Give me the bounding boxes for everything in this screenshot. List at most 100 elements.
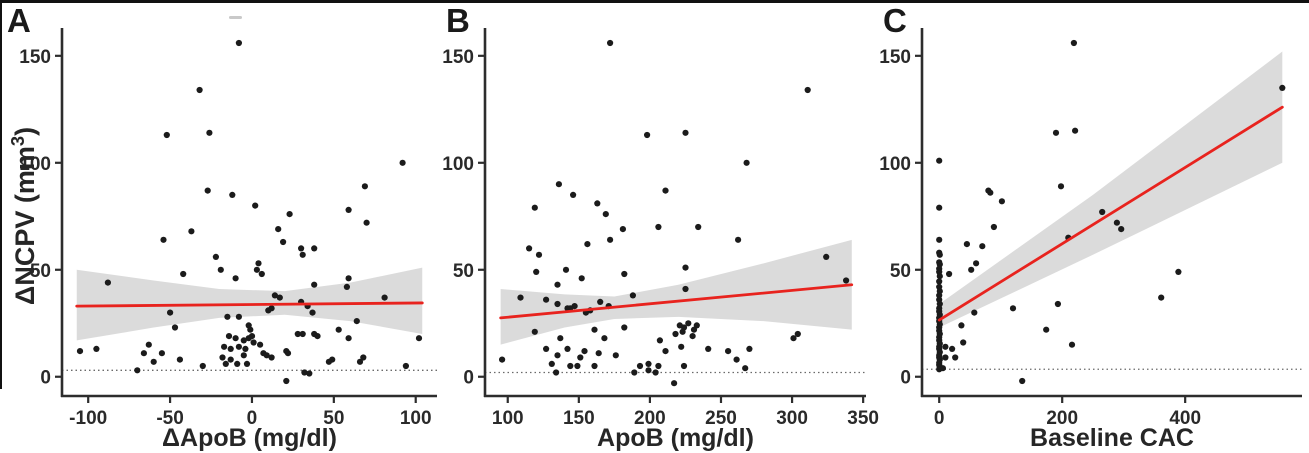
data-point xyxy=(607,39,614,47)
panel-b-letter: B xyxy=(446,2,470,39)
data-point xyxy=(682,129,689,136)
data-point xyxy=(250,339,257,346)
data-point xyxy=(199,362,206,370)
data-point xyxy=(93,345,100,352)
panel-c: 0 200 400 0 50 100 150 Baseline CAC xyxy=(879,28,1302,452)
data-point xyxy=(578,275,585,282)
y-tick-label: 150 xyxy=(879,47,911,68)
data-point xyxy=(655,362,662,370)
data-point xyxy=(794,330,801,338)
data-point xyxy=(621,324,628,331)
y-axis-title-superscript: 3 xyxy=(7,135,28,147)
data-point xyxy=(936,236,943,243)
confidence-band xyxy=(500,239,852,345)
data-point xyxy=(733,356,740,363)
data-point xyxy=(345,275,352,282)
data-point xyxy=(299,251,306,258)
data-point xyxy=(240,337,247,344)
data-point xyxy=(742,365,749,372)
data-point xyxy=(662,187,669,194)
data-point xyxy=(548,360,555,367)
data-point xyxy=(612,352,619,359)
data-point xyxy=(685,320,692,327)
x-tick-label: 200 xyxy=(634,408,666,429)
data-point xyxy=(257,341,264,348)
x-tick-label: 200 xyxy=(1046,408,1078,429)
data-point xyxy=(671,380,678,387)
data-point xyxy=(577,354,584,361)
x-axis-title: ΔApoB (mg/dl) xyxy=(162,424,337,452)
data-point xyxy=(227,345,234,352)
data-point xyxy=(735,236,742,243)
data-point xyxy=(804,86,811,94)
data-point xyxy=(188,228,195,235)
data-point xyxy=(743,159,750,166)
x-tick-label: -50 xyxy=(156,408,183,429)
data-point xyxy=(229,191,236,198)
data-point xyxy=(140,350,147,357)
data-point xyxy=(158,350,165,357)
data-point xyxy=(553,369,560,376)
data-point xyxy=(963,241,971,248)
data-point xyxy=(212,253,219,260)
data-point xyxy=(224,313,231,320)
data-point xyxy=(973,260,980,267)
data-point xyxy=(299,330,306,338)
data-point xyxy=(960,339,967,346)
data-point xyxy=(245,335,252,342)
data-point xyxy=(695,223,702,231)
data-point xyxy=(526,245,533,252)
figure-left-border xyxy=(0,0,2,389)
data-point xyxy=(1068,341,1076,348)
data-point xyxy=(309,309,316,316)
data-point xyxy=(823,253,830,260)
data-point xyxy=(343,283,350,290)
data-point xyxy=(725,348,732,355)
data-point xyxy=(242,345,249,352)
data-point xyxy=(607,236,614,243)
y-tick-label: 0 xyxy=(463,368,474,389)
data-point xyxy=(705,345,712,352)
data-point xyxy=(276,294,283,301)
data-point xyxy=(206,129,213,136)
data-point xyxy=(535,251,543,258)
data-point xyxy=(145,341,152,348)
data-point xyxy=(283,377,290,385)
data-point xyxy=(952,354,959,361)
data-point xyxy=(533,268,540,275)
data-point xyxy=(936,278,943,285)
x-tick-label: 100 xyxy=(400,408,432,429)
figure-top-border xyxy=(0,0,1309,3)
y-tick-label: 150 xyxy=(442,47,474,68)
data-point xyxy=(268,354,275,361)
data-point xyxy=(554,300,561,308)
data-point xyxy=(240,352,247,359)
data-point xyxy=(415,335,423,342)
data-point xyxy=(645,367,652,374)
data-point xyxy=(591,326,598,333)
data-point xyxy=(1118,226,1125,233)
data-point xyxy=(252,202,259,209)
data-point xyxy=(682,285,689,293)
data-point xyxy=(543,296,550,303)
data-point xyxy=(942,354,949,361)
data-point xyxy=(990,223,998,231)
data-point xyxy=(567,362,574,370)
data-point xyxy=(399,159,406,166)
data-point xyxy=(499,356,506,363)
data-point xyxy=(682,264,689,271)
panel-c-letter: C xyxy=(883,2,907,39)
data-point xyxy=(939,365,947,372)
data-point xyxy=(163,131,170,139)
data-point xyxy=(574,362,581,370)
data-point xyxy=(591,362,598,370)
data-point xyxy=(936,157,943,164)
data-point xyxy=(690,326,698,333)
data-point xyxy=(325,358,332,365)
data-point xyxy=(594,200,601,207)
x-tick-label: 100 xyxy=(492,408,524,429)
data-point xyxy=(1279,84,1286,91)
data-point xyxy=(1019,377,1026,385)
